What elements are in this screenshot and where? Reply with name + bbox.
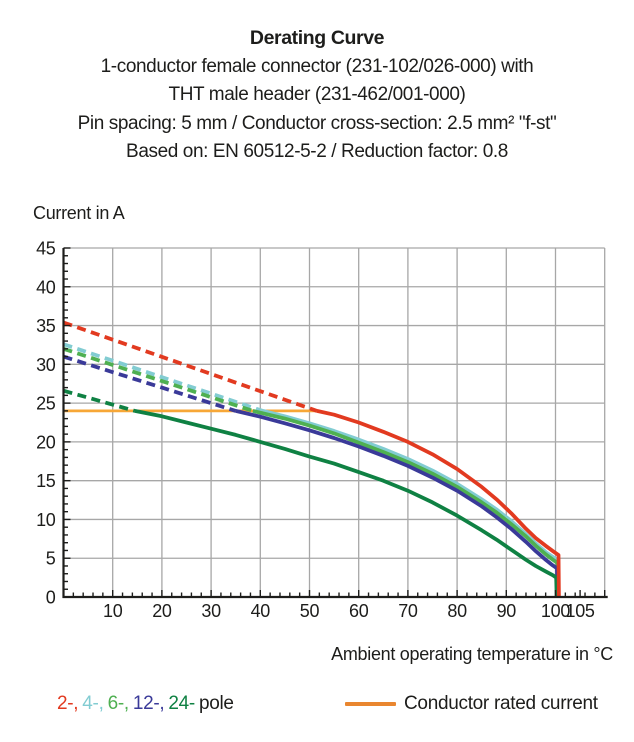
svg-text:105: 105 xyxy=(566,601,595,621)
svg-text:10: 10 xyxy=(36,510,56,530)
chart-subtitle-line-2: THT male header (231-462/001-000) xyxy=(168,84,466,105)
svg-text:50: 50 xyxy=(300,601,320,621)
svg-text:35: 35 xyxy=(36,316,56,336)
svg-text:80: 80 xyxy=(447,601,467,621)
svg-text:100: 100 xyxy=(541,601,570,621)
svg-text:40: 40 xyxy=(36,277,56,297)
legend-item-2-pole: 2-, xyxy=(57,693,79,714)
rated-current-swatch-line xyxy=(345,702,396,706)
svg-text:40: 40 xyxy=(251,601,271,621)
chart-axes xyxy=(62,248,608,599)
series-2-pole xyxy=(62,320,561,598)
svg-text:90: 90 xyxy=(497,601,517,621)
rated-current-label: Conductor rated current xyxy=(404,693,598,714)
svg-text:20: 20 xyxy=(36,432,56,452)
svg-text:60: 60 xyxy=(349,601,369,621)
svg-text:30: 30 xyxy=(36,355,56,375)
svg-text:10: 10 xyxy=(103,601,123,621)
series-4-pole xyxy=(62,342,561,598)
chart-header: Derating Curve 1-conductor female connec… xyxy=(0,24,634,167)
svg-text:5: 5 xyxy=(46,549,56,569)
svg-text:0: 0 xyxy=(46,588,56,608)
chart-title: Derating Curve xyxy=(249,27,385,49)
chart-subtitle-line-4: Based on: EN 60512-5-2 / Reduction facto… xyxy=(126,141,508,162)
svg-text:15: 15 xyxy=(36,471,56,491)
legend: 2-, 4-, 6-, 12-, 24- pole Conductor rated cur… xyxy=(0,691,634,727)
series-24-pole xyxy=(62,388,559,598)
chart-subtitle-line-1: 1-conductor female connector (231-102/02… xyxy=(100,55,534,77)
svg-text:70: 70 xyxy=(398,601,418,621)
chart-subtitle-line-3: Pin spacing: 5 mm / Conductor cross-sect… xyxy=(77,112,557,134)
legend-item-6-pole: 6-, xyxy=(107,693,130,714)
chart-grid xyxy=(63,247,606,597)
svg-text:45: 45 xyxy=(36,239,56,259)
x-axis-label: Ambient operating temperature in °C xyxy=(331,644,613,664)
series-6-pole xyxy=(62,346,560,598)
series-12-pole xyxy=(62,354,560,598)
svg-text:30: 30 xyxy=(201,601,221,621)
legend-pole-labels: 2-, 4-, 6-, 12-, 24- pole xyxy=(57,693,238,715)
svg-text:25: 25 xyxy=(36,394,56,414)
legend-item-pole-word: pole xyxy=(198,693,234,714)
svg-text:20: 20 xyxy=(152,601,172,621)
legend-item-4-pole: 4-, xyxy=(82,693,104,714)
legend-item-12-pole: 12-, xyxy=(132,693,165,714)
legend-item-24-pole: 24- xyxy=(168,693,195,714)
chart-ticks xyxy=(63,247,606,597)
y-axis-label: Current in A xyxy=(33,203,125,223)
